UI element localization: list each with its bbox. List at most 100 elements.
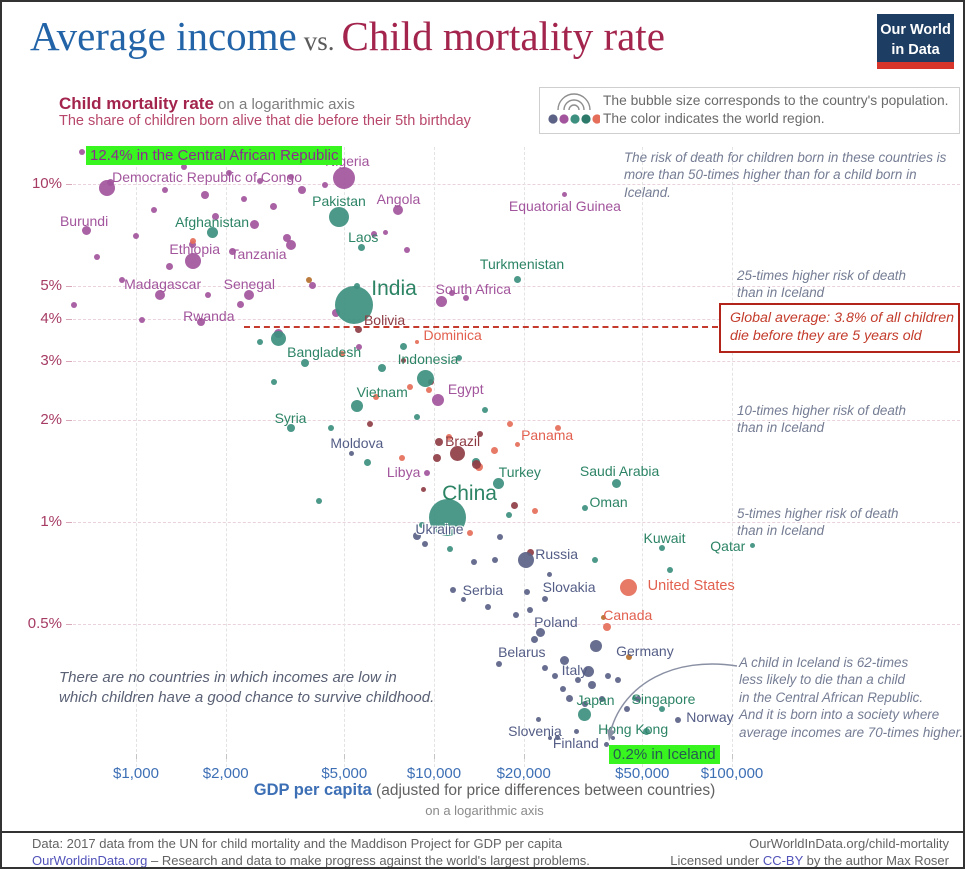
- country-bubble[interactable]: [225, 169, 232, 176]
- country-bubble[interactable]: [436, 295, 448, 307]
- country-bubble[interactable]: [398, 454, 405, 461]
- country-bubble[interactable]: [615, 677, 622, 684]
- country-bubble[interactable]: [658, 544, 665, 551]
- country-bubble[interactable]: [81, 225, 91, 235]
- country-bubble[interactable]: [445, 434, 452, 441]
- country-bubble[interactable]: [449, 290, 456, 297]
- country-bubble[interactable]: [583, 666, 595, 678]
- country-bubble[interactable]: [450, 445, 466, 461]
- country-bubble[interactable]: [414, 413, 421, 420]
- country-bubble[interactable]: [536, 717, 542, 723]
- country-bubble[interactable]: [206, 226, 218, 238]
- country-bubble[interactable]: [333, 167, 356, 190]
- country-bubble[interactable]: [560, 655, 570, 665]
- country-bubble[interactable]: [413, 531, 422, 540]
- country-bubble[interactable]: [432, 453, 441, 462]
- country-bubble[interactable]: [472, 459, 482, 469]
- country-bubble[interactable]: [510, 501, 518, 509]
- cc-by-link[interactable]: CC-BY: [762, 853, 804, 868]
- country-bubble[interactable]: [228, 248, 236, 256]
- country-bubble[interactable]: [286, 423, 295, 432]
- country-bubble[interactable]: [329, 206, 349, 227]
- country-bubble[interactable]: [256, 178, 263, 185]
- country-bubble[interactable]: [420, 486, 426, 492]
- country-bubble[interactable]: [371, 231, 378, 238]
- country-bubble[interactable]: [315, 498, 322, 505]
- country-bubble[interactable]: [321, 182, 328, 189]
- country-bubble[interactable]: [99, 180, 116, 197]
- country-bubble[interactable]: [406, 384, 413, 391]
- country-bubble[interactable]: [189, 237, 196, 244]
- country-bubble[interactable]: [624, 705, 631, 712]
- country-bubble[interactable]: [620, 579, 638, 596]
- country-bubble[interactable]: [493, 477, 505, 489]
- country-bubble[interactable]: [562, 192, 568, 198]
- country-bubble[interactable]: [393, 204, 404, 215]
- country-bubble[interactable]: [507, 420, 514, 427]
- country-bubble[interactable]: [355, 343, 362, 350]
- country-bubble[interactable]: [240, 196, 247, 203]
- country-bubble[interactable]: [205, 291, 212, 298]
- country-bubble[interactable]: [590, 639, 603, 652]
- country-bubble[interactable]: [749, 543, 755, 549]
- country-bubble[interactable]: [446, 546, 453, 553]
- country-bubble[interactable]: [455, 355, 462, 362]
- country-bubble[interactable]: [477, 431, 484, 438]
- country-bubble[interactable]: [237, 301, 245, 308]
- country-bubble[interactable]: [139, 317, 146, 324]
- country-bubble[interactable]: [535, 628, 545, 638]
- country-bubble[interactable]: [592, 557, 599, 564]
- country-bubble[interactable]: [418, 521, 425, 528]
- country-bubble[interactable]: [547, 735, 552, 740]
- country-bubble[interactable]: [605, 673, 612, 680]
- country-bubble[interactable]: [133, 233, 139, 240]
- country-bubble[interactable]: [373, 393, 380, 400]
- country-bubble[interactable]: [189, 241, 197, 249]
- country-bubble[interactable]: [119, 276, 126, 283]
- country-bubble[interactable]: [270, 202, 278, 210]
- country-bubble[interactable]: [71, 301, 78, 308]
- country-bubble[interactable]: [305, 276, 312, 283]
- country-bubble[interactable]: [598, 695, 605, 702]
- country-bubble[interactable]: [357, 243, 365, 251]
- country-bubble[interactable]: [675, 716, 682, 723]
- country-bubble[interactable]: [523, 589, 530, 596]
- country-bubble[interactable]: [378, 364, 387, 373]
- country-bubble[interactable]: [327, 424, 334, 431]
- country-bubble[interactable]: [667, 567, 674, 574]
- country-bubble[interactable]: [600, 615, 606, 621]
- country-bubble[interactable]: [531, 635, 539, 643]
- country-bubble[interactable]: [466, 529, 473, 536]
- country-bubble[interactable]: [200, 190, 209, 199]
- country-bubble[interactable]: [282, 234, 291, 243]
- country-bubble[interactable]: [161, 186, 168, 193]
- country-bubble[interactable]: [270, 330, 286, 346]
- country-bubble[interactable]: [470, 559, 477, 566]
- country-bubble[interactable]: [462, 294, 469, 301]
- country-bubble[interactable]: [338, 350, 345, 357]
- country-bubble[interactable]: [573, 728, 579, 734]
- country-bubble[interactable]: [367, 420, 374, 427]
- country-bubble[interactable]: [270, 378, 277, 385]
- country-bubble[interactable]: [552, 673, 559, 680]
- country-bubble[interactable]: [527, 606, 534, 613]
- country-bubble[interactable]: [547, 571, 553, 577]
- country-bubble[interactable]: [166, 263, 174, 270]
- country-bubble[interactable]: [184, 253, 201, 270]
- country-bubble[interactable]: [212, 213, 220, 221]
- country-bubble[interactable]: [485, 604, 492, 611]
- country-bubble[interactable]: [512, 612, 519, 619]
- country-bubble[interactable]: [424, 469, 431, 476]
- country-bubble[interactable]: [505, 511, 512, 518]
- country-bubble[interactable]: [349, 450, 355, 456]
- country-bubble[interactable]: [450, 586, 457, 593]
- country-bubble[interactable]: [431, 393, 444, 406]
- country-bubble[interactable]: [403, 246, 410, 253]
- country-bubble[interactable]: [285, 239, 296, 250]
- country-bubble[interactable]: [604, 741, 610, 747]
- country-bubble[interactable]: [196, 318, 205, 327]
- country-bubble[interactable]: [181, 164, 188, 171]
- owid-logo[interactable]: Our World in Data: [877, 14, 954, 69]
- country-bubble[interactable]: [79, 149, 86, 156]
- country-bubble[interactable]: [335, 285, 374, 324]
